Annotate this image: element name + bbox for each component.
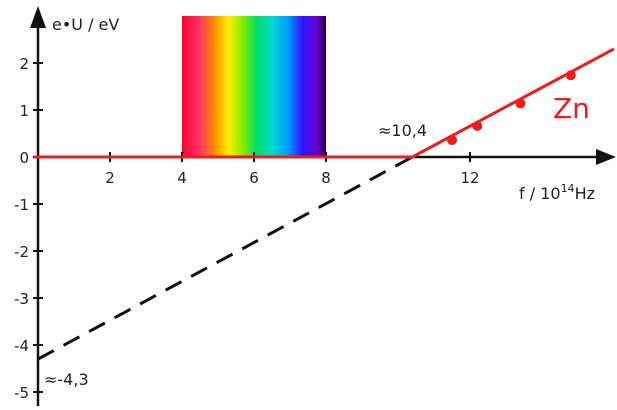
series-layer: Zn — [411, 47, 615, 159]
y-tick-label: 0 — [19, 149, 29, 167]
x-axis-label-unit: Hz — [575, 184, 595, 203]
y-axis-label: e•U / eV — [52, 15, 119, 34]
y-tick-label: -1 — [14, 196, 29, 214]
x-tick-label: 4 — [177, 169, 187, 187]
annotations: ≈10,4 ≈-4,3 — [44, 121, 427, 389]
x-axis-label: f / 1014Hz — [519, 182, 595, 203]
y-axis-arrow — [30, 6, 46, 28]
x-axis-label-exponent: 14 — [561, 182, 575, 195]
y-tick-label: 2 — [19, 55, 29, 73]
x-axis-label-base: f / 10 — [519, 184, 561, 203]
intercept-annotation: ≈-4,3 — [44, 370, 89, 389]
x-tick-label: 8 — [321, 169, 331, 187]
x-tick-label: 2 — [105, 169, 115, 187]
y-tick-label: -2 — [14, 243, 29, 261]
y-tick-label: -4 — [14, 337, 29, 355]
data-point — [447, 135, 457, 146]
data-point — [472, 120, 483, 131]
y-tick-label: 1 — [19, 102, 29, 120]
x-ticks: 2 4 6 8 12 — [105, 152, 480, 187]
threshold-frequency-annotation: ≈10,4 — [378, 121, 427, 140]
series-label: Zn — [553, 92, 590, 125]
data-point — [515, 98, 526, 109]
x-axis-arrow — [596, 149, 616, 165]
y-ticks: 2 1 0 -1 -2 -3 -4 -5 — [14, 55, 43, 402]
y-tick-label: -5 — [14, 384, 29, 402]
series-fit-line — [411, 47, 615, 159]
y-tick-label: -3 — [14, 290, 29, 308]
x-tick-label: 6 — [249, 169, 259, 187]
visible-spectrum-band — [182, 16, 326, 157]
x-tick-label: 12 — [460, 169, 479, 187]
extrapolation-dashed-line — [37, 155, 414, 361]
data-point — [565, 70, 576, 81]
